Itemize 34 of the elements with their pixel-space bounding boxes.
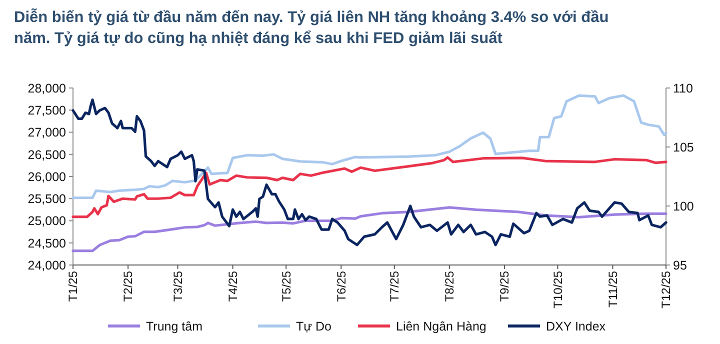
y-tick-label: 26,000: [28, 170, 66, 184]
legend-label: DXY Index: [546, 319, 606, 334]
y-tick-label: 24,500: [28, 236, 66, 250]
x-tick-label: T4/25: [226, 270, 240, 302]
chart-title: Diễn biến tỷ giá từ đầu năm đến nay. Tỷ giá liên NH tăng khoảng 3.4% so với đầu năm. Tỷ giá tự do cũng hạ nhiệt đáng kể sau khi FED giảm lãi suất: [14, 8, 609, 47]
x-tick-label: T2/25: [121, 270, 136, 302]
y-tick-label: 26,500: [28, 148, 66, 162]
line-series: [72, 156, 668, 218]
legend-label: Tự Do: [296, 319, 332, 334]
y-tick-label: 24,000: [28, 258, 66, 272]
line-series: [72, 94, 668, 200]
y-tick-label: 27,500: [28, 104, 66, 118]
x-tick-label: T7/25: [388, 270, 402, 302]
x-tick-label: T9/25: [498, 270, 512, 302]
y2-tick-label: 95: [673, 258, 687, 272]
y-tick-label: 25,000: [28, 214, 66, 228]
x-tick-label: T6/25: [334, 270, 348, 302]
y2-tick-label: 110: [673, 81, 693, 96]
x-tick-label: T8/25: [442, 270, 457, 302]
y2-tick-label: 105: [673, 140, 694, 154]
legend-label: Trung tâm: [146, 319, 203, 334]
y2-tick-label: 100: [673, 199, 694, 214]
y-tick-label: 28,000: [28, 81, 66, 96]
x-tick-label: T3/25: [170, 270, 185, 302]
line-series: [72, 98, 668, 246]
x-tick-label: T1/25: [66, 270, 80, 302]
y-tick-label: 27,000: [28, 126, 66, 140]
y-tick-label: 25,500: [28, 192, 66, 206]
legend-label: Liên Ngân Hàng: [396, 319, 486, 334]
x-tick-label: T5/25: [279, 270, 294, 302]
line-series: [72, 206, 668, 252]
x-tick-label: T12/25: [659, 270, 674, 308]
x-tick-label: T11/25: [606, 270, 620, 308]
x-tick-label: T10/25: [550, 270, 565, 308]
